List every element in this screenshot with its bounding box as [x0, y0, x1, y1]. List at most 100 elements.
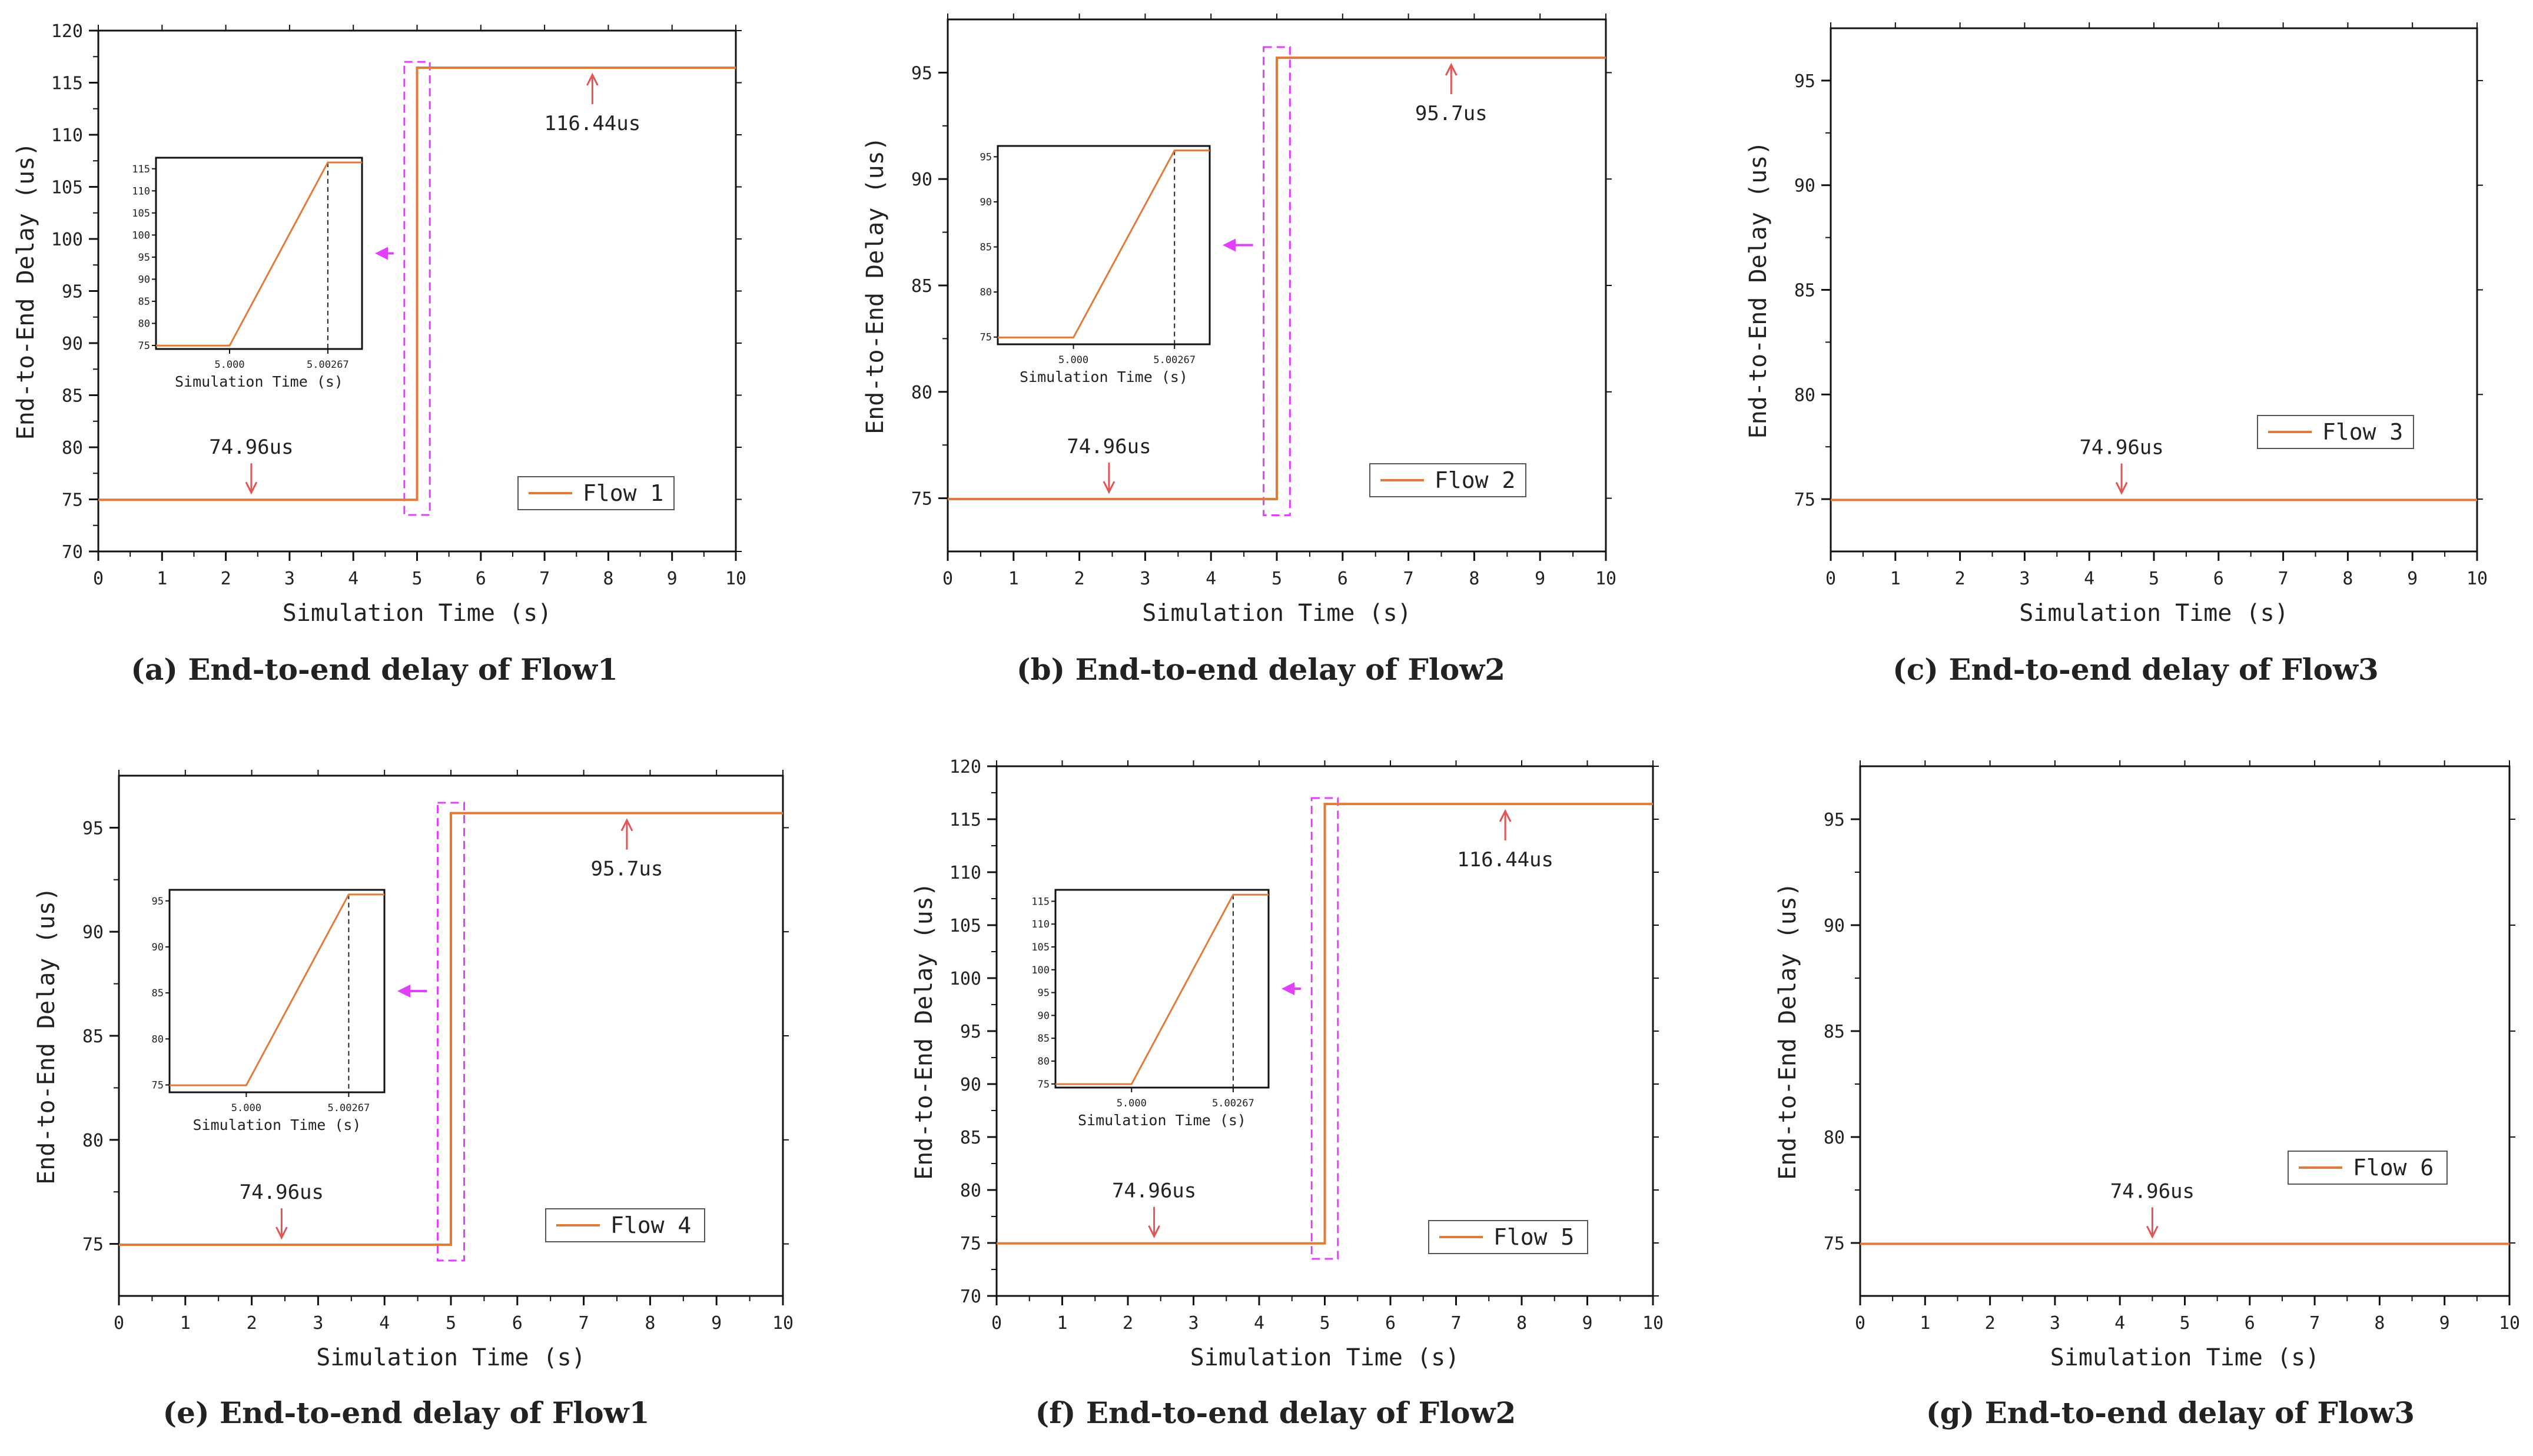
inset-y-tick-label: 110 [132, 185, 150, 197]
y-tick-label: 80 [1824, 1128, 1845, 1148]
y-tick-label: 115 [950, 810, 981, 830]
y-tick-label: 115 [51, 74, 83, 94]
zoom-box [1310, 797, 1339, 1260]
x-tick-label: 1 [1057, 1313, 1067, 1334]
y-tick-label: 75 [1824, 1234, 1845, 1254]
x-tick-label: 9 [2439, 1313, 2450, 1334]
y-tick-label: 80 [911, 383, 932, 403]
x-tick-label: 4 [1206, 569, 1216, 589]
zoom-pointer-head [397, 985, 410, 998]
plot-frame [1859, 765, 2511, 1297]
arrow-head [2115, 481, 2128, 495]
inset-y-tick-label: 80 [1038, 1056, 1050, 1068]
inset-y-tick-label: 75 [1038, 1079, 1050, 1091]
x-tick-label: 3 [2050, 1313, 2060, 1334]
y-tick-label: 80 [82, 1131, 104, 1151]
inset-y-tick-label: 100 [1031, 965, 1050, 976]
chart-panel-a: 0 1 2 3 4 5 6 7 8 9 10 70 75 80 85 90 95 100 105 110 115 120 S… [12, 21, 746, 687]
x-tick-label: 2 [247, 1313, 257, 1334]
x-tick-label: 8 [1516, 1313, 1527, 1334]
annotation-label: 74.96us [209, 436, 293, 459]
y-tick-label: 75 [82, 1235, 104, 1255]
x-tick-label: 1 [180, 1313, 191, 1334]
inset-x-tick-label: 5.00267 [1212, 1098, 1254, 1109]
x-tick-label: 4 [2114, 1313, 2125, 1334]
series-line-flow-1 [98, 67, 736, 501]
inset-y-tick-label: 95 [980, 151, 992, 163]
legend-label: Flow 2 [1435, 467, 1515, 493]
plot-frame [1830, 27, 2478, 553]
y-tick-label: 80 [960, 1181, 981, 1201]
y-tick-label: 75 [911, 489, 932, 510]
x-tick-label: 6 [2245, 1313, 2255, 1334]
y-tick-label: 120 [950, 757, 981, 777]
x-axis-title: Simulation Time (s) [1142, 600, 1412, 627]
x-tick-label: 6 [1337, 569, 1348, 589]
inset-frame [155, 157, 363, 350]
inset-y-tick-label: 75 [980, 332, 992, 344]
x-tick-label: 4 [348, 569, 358, 589]
inset-y-tick-label: 80 [138, 318, 150, 330]
x-axis-title: Simulation Time (s) [2050, 1344, 2320, 1371]
x-tick-label: 7 [1450, 1313, 1461, 1334]
y-tick-label: 90 [911, 169, 932, 190]
legend-label: Flow 6 [2353, 1155, 2434, 1181]
x-tick-label: 6 [2213, 569, 2224, 589]
x-tick-label: 6 [1385, 1313, 1396, 1334]
y-axis-title: End-to-End Delay (us) [33, 887, 60, 1185]
inset-series-line [998, 149, 1210, 338]
inset-y-tick-label: 115 [132, 164, 150, 175]
inset-chart: 75 80 85 90 95 5.000 5.00267 Simulation Time (s… [980, 145, 1211, 385]
inset-x-axis-title: Simulation Time (s) [1078, 1112, 1246, 1129]
chart-panel-c: 0 1 2 3 4 5 6 7 8 9 10 75 80 85 90 95 Simulation Time (s… [1745, 22, 2488, 687]
x-tick-label: 10 [772, 1313, 794, 1334]
x-tick-label: 3 [2019, 569, 2030, 589]
y-tick-label: 90 [82, 922, 104, 943]
inset-y-tick-label: 90 [980, 197, 992, 208]
y-tick-label: 110 [51, 125, 83, 146]
x-tick-label: 5 [2149, 569, 2159, 589]
y-tick-label: 70 [62, 542, 83, 563]
y-tick-label: 95 [82, 818, 104, 839]
panel-caption: (g) End-to-end delay of Flow3 [1926, 1395, 2415, 1430]
y-tick-label: 85 [82, 1026, 104, 1047]
annotation-label: 74.96us [240, 1181, 324, 1204]
annotation-label: 95.7us [591, 857, 663, 881]
panel-caption: (a) End-to-end delay of Flow1 [131, 652, 618, 687]
inset-frame [1054, 889, 1270, 1089]
annotation-label: 74.96us [2079, 436, 2163, 460]
y-tick-label: 85 [62, 386, 83, 407]
y-axis-title: End-to-End Delay (us) [862, 137, 889, 434]
inset-y-tick-label: 75 [152, 1079, 164, 1091]
y-tick-label: 95 [62, 282, 83, 302]
y-tick-label: 95 [911, 63, 932, 84]
arrow-head [620, 818, 633, 832]
x-tick-label: 10 [725, 569, 746, 589]
x-tick-label: 10 [2499, 1313, 2520, 1334]
inset-x-tick-label: 5.000 [1058, 354, 1088, 366]
arrow-head [1148, 1225, 1160, 1239]
inset-y-tick-label: 115 [1031, 896, 1050, 907]
x-tick-label: 7 [539, 569, 550, 589]
x-tick-label: 7 [579, 1313, 589, 1334]
x-tick-label: 10 [2466, 569, 2488, 589]
y-axis-title: End-to-End Delay (us) [911, 882, 938, 1180]
inset-y-tick-label: 90 [138, 274, 150, 285]
x-tick-label: 8 [645, 1313, 655, 1334]
x-tick-label: 9 [2407, 569, 2418, 589]
zoom-pointer-head [1223, 238, 1236, 252]
x-tick-label: 5 [1272, 569, 1282, 589]
panel-caption: (b) End-to-end delay of Flow2 [1017, 652, 1505, 687]
inset-y-tick-label: 85 [152, 988, 164, 999]
y-tick-label: 75 [960, 1234, 981, 1254]
x-tick-label: 0 [114, 1313, 124, 1334]
x-tick-label: 0 [942, 569, 953, 589]
inset-x-tick-label: 5.000 [214, 359, 244, 371]
y-tick-label: 100 [51, 230, 83, 250]
arrow-head [1103, 481, 1116, 494]
inset-y-tick-label: 95 [152, 896, 164, 907]
y-tick-label: 105 [51, 178, 83, 198]
y-tick-label: 75 [62, 490, 83, 511]
chart-panel-g: 0 1 2 3 4 5 6 7 8 9 10 75 80 85 90 95 Simulation Time (s… [1774, 760, 2520, 1430]
